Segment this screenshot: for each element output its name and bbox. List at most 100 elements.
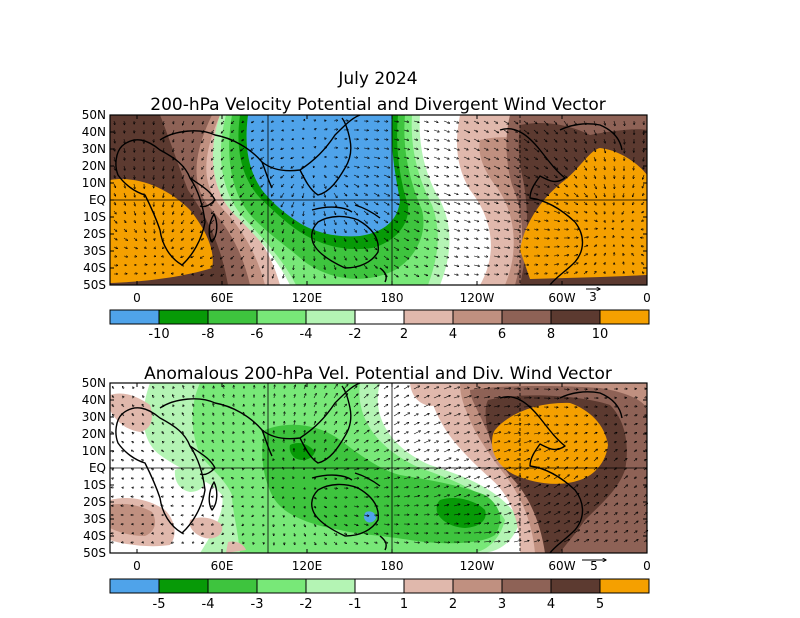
wind-vector <box>133 210 136 215</box>
wind-vector <box>433 129 439 132</box>
wind-vector <box>292 201 295 207</box>
wind-vector <box>162 237 164 242</box>
wind-vector <box>252 130 255 132</box>
wind-vector <box>624 120 625 126</box>
wind-vector <box>123 192 126 197</box>
wind-vector <box>463 201 470 204</box>
wind-vector <box>443 228 449 231</box>
wind-vector <box>221 147 225 151</box>
wind-vector <box>114 165 115 170</box>
wind-vector <box>343 192 347 196</box>
wind-vector <box>413 139 418 140</box>
wind-vector <box>373 156 380 158</box>
wind-vector <box>573 220 578 221</box>
wind-vector <box>183 156 184 160</box>
wind-vector <box>240 219 245 224</box>
wind-vector <box>513 183 520 187</box>
wind-vector <box>483 192 489 195</box>
wind-vector <box>250 174 255 178</box>
wind-vector <box>573 183 577 187</box>
wind-vector <box>211 183 215 188</box>
wind-vector <box>240 228 245 233</box>
wind-vector <box>604 219 605 222</box>
wind-vector <box>573 138 576 142</box>
wind-vector <box>124 201 126 205</box>
wind-vector <box>393 174 399 177</box>
wind-vector <box>172 228 174 232</box>
wind-vector <box>231 219 235 223</box>
wind-vector <box>293 219 294 224</box>
colorbar-swatch <box>550 309 601 325</box>
wind-vector <box>353 201 358 206</box>
wind-vector <box>523 156 528 160</box>
wind-vector <box>281 174 285 178</box>
wind-vector <box>483 129 488 132</box>
p2-colorbar-labels: -5 -4 -3 -2 -1 1 2 3 4 5 <box>153 597 605 612</box>
wind-vector <box>291 183 295 188</box>
wind-vector <box>242 156 245 159</box>
p2-vector-ref-label: 5 <box>590 559 598 573</box>
colorbar-swatch <box>452 578 503 594</box>
wind-vector <box>211 210 215 214</box>
wind-vector <box>403 121 409 122</box>
wind-vector <box>604 183 605 189</box>
wind-vector <box>403 210 410 214</box>
wind-vector <box>173 147 174 152</box>
wind-vector <box>271 130 275 131</box>
wind-vector <box>463 147 468 150</box>
p1-lon-label: 0 <box>643 291 651 305</box>
wind-vector <box>413 201 419 204</box>
wind-vector <box>271 148 275 150</box>
wind-vector <box>573 165 577 170</box>
wind-vector <box>373 210 378 214</box>
wind-vector <box>443 192 450 196</box>
p1-cb-label: -8 <box>202 327 215 342</box>
wind-vector <box>134 174 135 179</box>
wind-vector <box>222 138 225 141</box>
wind-vector <box>604 201 605 205</box>
wind-vector <box>413 165 420 168</box>
p2-cb-label: -2 <box>300 597 313 612</box>
colorbar-swatch <box>109 309 160 325</box>
wind-vector <box>343 228 346 233</box>
wind-vector <box>134 201 135 206</box>
wind-vector <box>553 165 558 169</box>
wind-vector <box>231 165 235 169</box>
wind-vector <box>423 138 430 141</box>
wind-vector <box>353 192 357 196</box>
wind-vector <box>343 174 347 177</box>
wind-vector <box>523 120 528 124</box>
wind-vector <box>192 120 194 125</box>
wind-vector <box>583 220 587 221</box>
p1-lon-label: 60W <box>548 291 575 305</box>
wind-vector <box>202 138 205 143</box>
wind-vector <box>604 210 605 214</box>
wind-vector <box>383 174 390 177</box>
wind-vector <box>613 220 614 222</box>
wind-vector <box>393 183 398 186</box>
wind-vector <box>163 174 164 179</box>
wind-vector <box>211 138 215 143</box>
wind-vector <box>210 237 215 241</box>
wind-vector <box>303 219 304 224</box>
wind-vector <box>423 129 429 132</box>
wind-vector <box>593 201 596 205</box>
wind-vector <box>573 147 576 152</box>
wind-vector <box>594 174 596 179</box>
wind-vector <box>503 120 509 124</box>
wind-vector <box>433 138 439 141</box>
wind-vector <box>583 138 586 143</box>
p2-lon-label: 120E <box>292 559 323 573</box>
colorbar-swatch <box>207 309 258 325</box>
wind-vector <box>623 192 624 197</box>
wind-vector <box>271 121 275 122</box>
wind-vector <box>513 156 519 160</box>
wind-vector <box>503 201 510 204</box>
wind-vector <box>423 174 430 177</box>
wind-vector <box>262 219 265 223</box>
wind-vector <box>533 138 537 142</box>
wind-vector <box>533 147 539 152</box>
wind-vector <box>171 237 175 241</box>
wind-vector <box>241 174 245 177</box>
